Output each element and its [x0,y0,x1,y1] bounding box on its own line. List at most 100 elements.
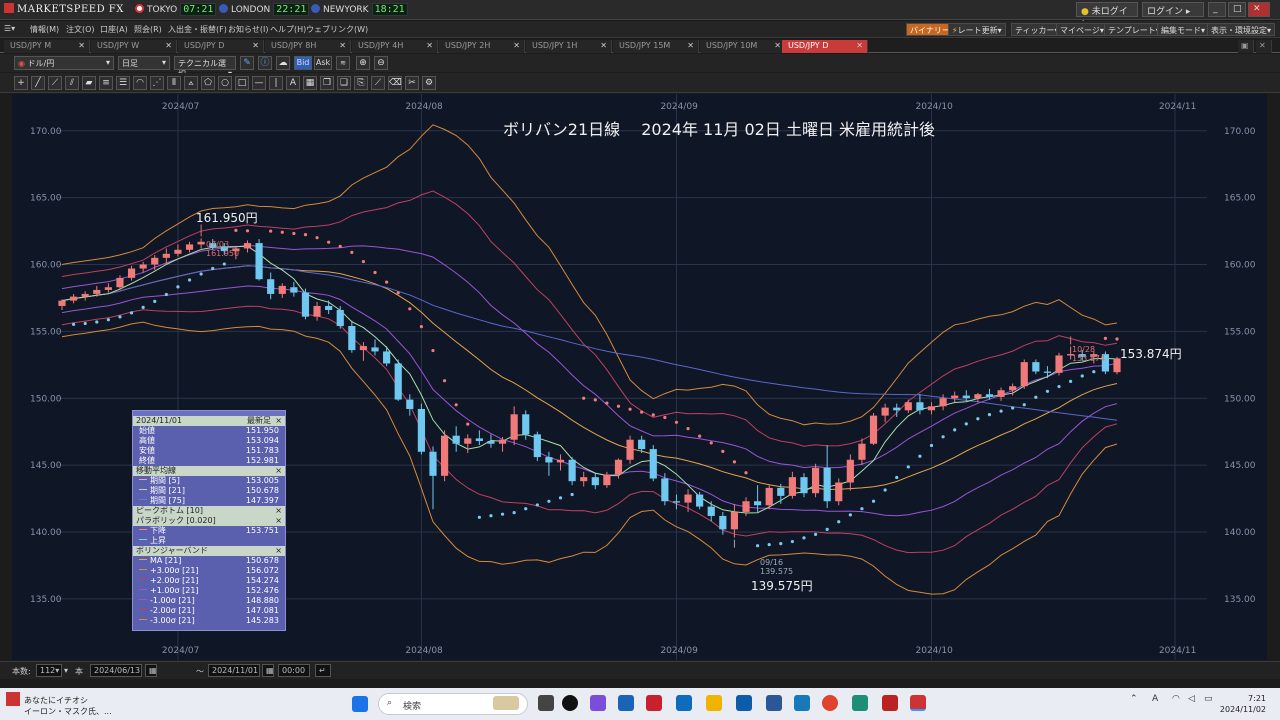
display-settings-button[interactable]: 表示・環境設定▾ [1207,23,1276,36]
cloud-icon[interactable]: ☁ [276,56,290,70]
close-icon[interactable]: ✕ [856,41,863,50]
marketspeed-icon-1[interactable] [882,695,898,711]
close-window-icon[interactable]: ✕ [1256,40,1272,53]
binary-button[interactable]: バイナリー [906,23,954,36]
indicator-info-panel[interactable]: 2024/11/01 最新足 × 始値 151.950 高値 153.094 安値 151… [132,410,286,631]
mypage-button[interactable]: マイページ▾ [1056,23,1108,36]
start-date-input[interactable]: 2024/06/13 [90,664,142,677]
info-icon[interactable]: ⓘ [258,56,272,70]
chevron-up-icon[interactable]: ⌃ [1130,694,1138,704]
menu-toggle-icon[interactable]: ☰▾ [4,24,16,33]
wave-icon[interactable]: ≋ [336,56,350,70]
close-icon[interactable]: × [275,416,282,425]
dell-icon[interactable] [618,695,634,711]
menu-order[interactable]: 注文(O) [66,25,95,34]
zoom-out-icon[interactable]: ⊖ [374,56,388,70]
tab-usdjpy-m[interactable]: USD/JPY M ✕ [4,40,90,53]
chart-area[interactable]: 170.00 170.00 165.00 165.00 160.00 160.00 155.… [12,94,1267,660]
login-button[interactable]: ログイン ▸ [1142,2,1204,17]
close-icon[interactable]: × [275,506,282,515]
ray-icon[interactable]: ⟋ [48,76,62,90]
copy-icon[interactable]: ❐ [320,76,334,90]
app-icon-dark[interactable] [562,695,578,711]
close-icon[interactable]: ✕ [78,41,85,50]
bar-count-input[interactable]: 112▾ [36,664,62,677]
menu-info[interactable]: 情報(M) [30,25,60,34]
pencil-icon[interactable]: ✎ [240,56,254,70]
minimize-button[interactable]: _ [1208,2,1226,17]
tab-usdjpy-4h[interactable]: USD/JPY 4H ✕ [352,40,438,53]
time-input[interactable]: 00:00 [278,664,310,677]
mcafee-icon[interactable] [646,695,662,711]
price-chart[interactable]: 170.00 170.00 165.00 165.00 160.00 160.00 155.… [12,94,1267,660]
menu-weblink[interactable]: ウェブリンク(W) [306,25,369,34]
edge-icon[interactable] [852,695,868,711]
word-icon[interactable] [766,695,782,711]
windows-start-icon[interactable] [352,696,368,712]
eraser-icon[interactable]: ⌫ [388,76,402,90]
rate-update-button[interactable]: ⚡レート更新▾ [948,23,1006,36]
refresh-icon[interactable]: ↵ [315,664,331,677]
polygon-icon[interactable]: ⬠ [201,76,215,90]
hline2-icon[interactable]: — [252,76,266,90]
close-icon[interactable]: ✕ [513,41,520,50]
period-select[interactable]: 日足 ▾ [118,56,170,70]
store-icon[interactable] [736,695,752,711]
marketspeed-icon-2[interactable] [910,695,926,711]
taskbar-search[interactable]: ⌕ 検索 [378,693,528,715]
technical-select[interactable]: テクニカル選択▾ [174,56,236,79]
close-icon[interactable]: ✕ [600,41,607,50]
text-icon[interactable]: A [286,76,300,90]
arc-icon[interactable]: ◠ [133,76,147,90]
close-icon[interactable]: ✕ [165,41,172,50]
ruler-icon[interactable]: ▰ [82,76,96,90]
panel-drag-handle[interactable] [133,411,285,416]
tab-usdjpy-1h[interactable]: USD/JPY 1H ✕ [526,40,612,53]
tab-usdjpy-d[interactable]: USD/JPY D ✕ [178,40,264,53]
channel-icon[interactable]: ⫽ [65,76,79,90]
magic-icon[interactable]: ⟋ [371,76,385,90]
ask-button[interactable]: Ask [314,56,332,70]
tab-usdjpy-d-active[interactable]: USD/JPY D ✕ [782,40,868,53]
taskbar-clock[interactable]: 7:21 2024/11/02 [1220,693,1266,715]
chrome-icon[interactable] [822,695,838,711]
circle-icon[interactable]: ○ [218,76,232,90]
fib-icon[interactable]: ☰ [116,76,130,90]
explorer-icon[interactable] [706,695,722,711]
crosshair-icon[interactable]: + [14,76,28,90]
close-icon[interactable]: ✕ [252,41,259,50]
tab-usdjpy-15m[interactable]: USD/JPY 15M ✕ [613,40,699,53]
close-icon[interactable]: ✕ [426,41,433,50]
menu-inquiry[interactable]: 照会(R) [134,25,162,34]
template-button[interactable]: テンプレート▾ [1104,23,1164,36]
maximize-button[interactable]: □ [1228,2,1246,17]
speaker-icon[interactable]: ◁ [1188,694,1195,704]
close-icon[interactable]: ✕ [687,41,694,50]
mail-icon[interactable] [794,695,810,711]
calendar-icon[interactable]: ▦ [145,664,157,677]
news-widget[interactable]: あなたにイチオシ イーロン・マスク氏、... [6,692,112,717]
menu-news[interactable]: お知らせ(I) [228,25,269,34]
calendar-icon[interactable]: ▦ [262,664,274,677]
tab-usdjpy-w[interactable]: USD/JPY W ✕ [91,40,177,53]
trendline-icon[interactable]: ╱ [31,76,45,90]
tools-icon[interactable]: ✂ [405,76,419,90]
menu-help[interactable]: ヘルプ(H) [270,25,307,34]
close-icon[interactable]: × [275,516,282,525]
settings-icon[interactable]: ⚙ [422,76,436,90]
close-icon[interactable]: ✕ [339,41,346,50]
tab-usdjpy-2h[interactable]: USD/JPY 2H ✕ [439,40,525,53]
polyline-icon[interactable]: ⟑ [184,76,198,90]
outlook-icon[interactable] [676,695,692,711]
grid-icon[interactable]: ▦ [303,76,317,90]
close-icon[interactable]: ✕ [774,41,781,50]
hline-icon[interactable]: ≡ [99,76,113,90]
restore-window-icon[interactable]: ▣ [1238,40,1254,53]
export-icon[interactable]: ⎘ [354,76,368,90]
copilot-icon[interactable] [590,695,606,711]
fan-icon[interactable]: ⋰ [150,76,164,90]
menu-transfer[interactable]: 入出金・振替(F) [168,25,227,34]
close-icon[interactable]: × [275,466,282,475]
ime-indicator[interactable]: A [1152,694,1159,704]
paste-icon[interactable]: ❏ [337,76,351,90]
